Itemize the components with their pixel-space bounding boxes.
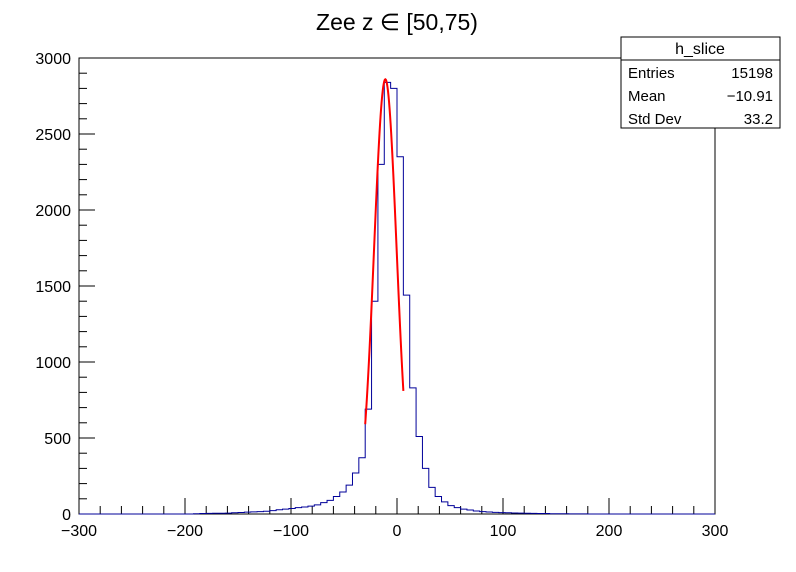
- stats-box-title: h_slice: [675, 41, 725, 58]
- stats-mean-value: −10.91: [727, 88, 773, 105]
- y-tick-label: 3000: [35, 51, 71, 68]
- y-tick-label: 1000: [35, 355, 71, 372]
- gaussian-fit: [364, 77, 405, 425]
- x-tick-label: 0: [393, 523, 402, 540]
- stats-entries-value: 15198: [731, 65, 773, 82]
- x-tick-label: −300: [61, 523, 97, 540]
- y-tick-label: 500: [44, 431, 71, 448]
- x-tick-label: −200: [167, 523, 203, 540]
- y-tick-label: 2500: [35, 127, 71, 144]
- x-tick-label: −100: [273, 523, 309, 540]
- stats-mean-label: Mean: [628, 88, 666, 105]
- fit-curve: [364, 77, 405, 425]
- x-tick-label: 100: [490, 523, 517, 540]
- stats-box: h_slice Entries 15198 Mean −10.91 Std De…: [620, 36, 781, 129]
- x-axis: −300 −200 −100 0 100 200 300: [61, 498, 728, 540]
- y-tick-label: 0: [62, 507, 71, 524]
- stats-stddev-label: Std Dev: [628, 111, 682, 128]
- chart-title: Zee z ∈ [50,75): [316, 9, 478, 35]
- y-tick-label: 1500: [35, 279, 71, 296]
- x-tick-label: 300: [702, 523, 729, 540]
- x-tick-label: 200: [596, 523, 623, 540]
- stats-entries-label: Entries: [628, 65, 675, 82]
- y-tick-label: 2000: [35, 203, 71, 220]
- stats-box-frame: [620, 36, 781, 129]
- stats-stddev-value: 33.2: [744, 111, 773, 128]
- y-axis: 0 500 1000 1500 2000 2500 3000: [35, 51, 95, 524]
